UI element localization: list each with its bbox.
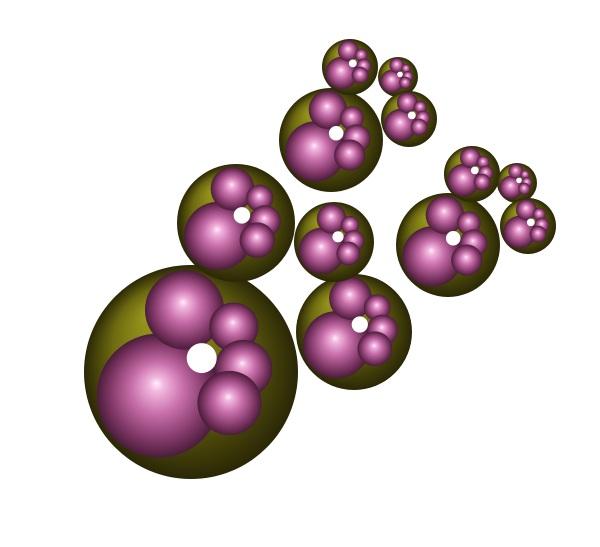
pink-sphere: [520, 170, 530, 180]
pink-sphere: [246, 184, 274, 212]
pink-sphere: [459, 147, 481, 169]
pink-sphere: [144, 270, 225, 350]
pink-sphere: [197, 370, 262, 436]
pink-sphere: [451, 244, 483, 276]
pink-sphere: [515, 199, 537, 221]
pink-sphere: [399, 76, 412, 89]
center-hole: [397, 71, 403, 78]
pink-sphere: [329, 276, 372, 320]
pink-sphere: [308, 90, 348, 130]
pink-sphere: [389, 58, 405, 73]
center-hole: [407, 111, 416, 120]
pink-sphere: [357, 331, 393, 367]
center-hole: [328, 125, 344, 141]
pink-sphere: [316, 204, 347, 234]
pink-sphere: [396, 92, 418, 114]
pink-sphere: [476, 155, 490, 169]
pink-sphere: [351, 66, 369, 84]
pink-sphere: [473, 173, 491, 191]
center-hole: [332, 231, 344, 243]
pink-sphere: [337, 40, 359, 62]
pink-sphere: [413, 100, 427, 114]
pink-sphere: [456, 211, 481, 236]
pink-sphere: [508, 164, 524, 179]
center-hole: [526, 218, 535, 227]
center-hole: [445, 230, 461, 246]
center-hole: [351, 316, 368, 333]
pink-sphere: [425, 195, 465, 235]
pink-sphere: [518, 182, 531, 195]
cluster-top-mid: [381, 91, 437, 147]
pink-sphere: [334, 139, 366, 171]
cluster-right-lower: [500, 198, 556, 254]
center-hole: [348, 59, 357, 68]
pink-sphere: [239, 222, 275, 258]
cluster-large: [84, 265, 298, 479]
cluster-right-top: [444, 146, 500, 202]
cluster-right-center: [396, 193, 500, 297]
pink-sphere: [410, 118, 428, 136]
cluster-top-left: [322, 39, 378, 95]
cluster-top-right: [378, 57, 418, 97]
pink-sphere: [401, 64, 411, 74]
pink-sphere: [210, 166, 255, 211]
center-hole: [516, 177, 522, 184]
center-hole: [470, 166, 479, 175]
cluster-right-small: [497, 163, 537, 203]
cluster-center-small: [294, 202, 374, 282]
pink-sphere: [339, 106, 364, 131]
pink-sphere: [354, 48, 368, 62]
pink-sphere: [363, 294, 391, 321]
sphere-clusters: [84, 39, 556, 479]
pink-sphere: [532, 207, 546, 221]
pink-sphere: [529, 225, 547, 243]
pink-sphere: [209, 302, 259, 352]
pink-sphere: [340, 216, 360, 235]
cluster-center-lower: [296, 274, 412, 390]
cluster-mid-upper: [177, 164, 295, 282]
cluster-mid-center: [279, 88, 383, 192]
pink-sphere: [336, 241, 361, 266]
center-hole: [186, 343, 217, 374]
center-hole: [233, 207, 251, 224]
